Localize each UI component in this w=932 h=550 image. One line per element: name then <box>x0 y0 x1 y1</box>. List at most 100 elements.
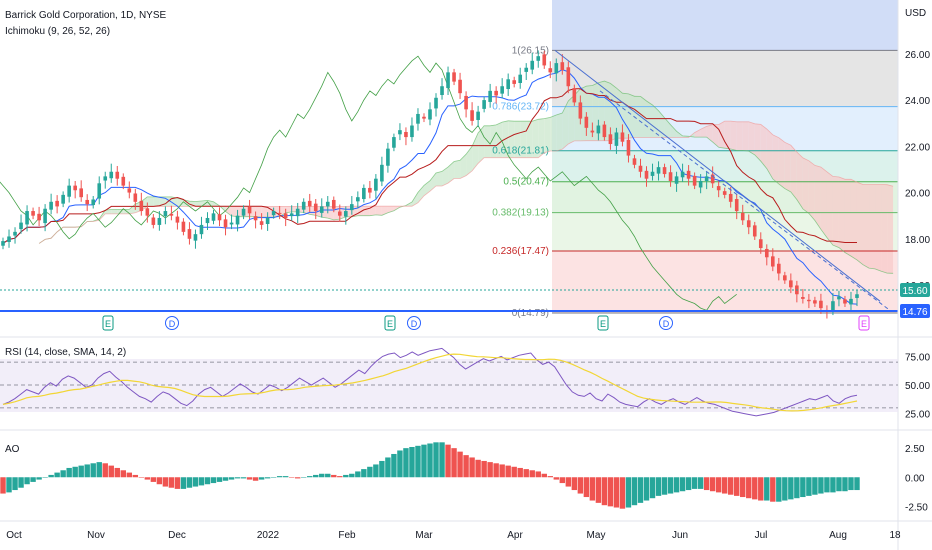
candle-body <box>350 204 354 211</box>
time-tick-label: Feb <box>338 530 356 541</box>
candle-body <box>849 298 853 305</box>
candle-body <box>843 299 847 304</box>
candle-body <box>337 211 342 216</box>
candle-body <box>193 234 198 241</box>
ao-bar <box>307 476 313 478</box>
cloud-segment <box>363 206 370 216</box>
conversion-line <box>2 69 858 305</box>
symbol-title[interactable]: Barrick Gold Corporation, 1D, NYSE <box>5 10 167 21</box>
cloud-segment <box>568 95 575 145</box>
ao-bar <box>445 444 451 478</box>
candlesticks[interactable] <box>1 50 859 319</box>
cloud-segment <box>664 117 671 138</box>
ao-bar <box>349 473 355 478</box>
ao-bar <box>511 466 517 478</box>
event-marker-label: E <box>600 319 606 329</box>
candle-body <box>43 208 47 224</box>
ao-bar <box>439 442 445 478</box>
ao-title[interactable]: AO <box>5 444 20 455</box>
ao-tick-label: 0.00 <box>905 473 925 484</box>
ao-bar <box>625 477 632 508</box>
cloud-segment <box>700 126 707 138</box>
rsi-pane[interactable] <box>2 347 858 417</box>
ao-pane[interactable] <box>0 442 860 509</box>
cloud-segment <box>171 196 178 207</box>
ao-bar <box>252 477 259 481</box>
ao-bar <box>96 462 102 478</box>
cloud-segment <box>694 129 701 138</box>
ao-bar <box>343 474 349 478</box>
cloud-segment <box>123 209 130 214</box>
cloud-segment <box>532 119 539 158</box>
trend-lines[interactable] <box>554 50 891 311</box>
candle-body <box>7 236 11 243</box>
ao-bar <box>715 477 722 493</box>
ao-bar <box>487 462 493 478</box>
cloud-segment <box>538 118 545 158</box>
cloud-segment <box>562 100 569 150</box>
ao-bar <box>812 477 818 495</box>
cloud-segment <box>285 206 292 213</box>
ao-bar <box>782 477 788 501</box>
ao-bar <box>589 477 596 501</box>
candle-body <box>331 199 336 209</box>
candle-body <box>668 172 673 181</box>
ao-bar <box>234 477 241 479</box>
ao-bar <box>246 477 253 480</box>
cloud-segment <box>748 121 755 155</box>
ao-bar <box>740 477 746 498</box>
candle-body <box>434 97 438 109</box>
indicator-ichimoku[interactable]: Ichimoku (9, 26, 52, 26) <box>5 26 110 37</box>
ao-bar <box>361 469 367 478</box>
candle-body <box>722 191 727 195</box>
candle-body <box>596 125 601 134</box>
ao-bar <box>114 467 120 478</box>
ao-bar <box>391 453 397 478</box>
ao-bar <box>300 477 307 478</box>
ao-bar <box>54 472 60 478</box>
candle-body <box>740 212 745 221</box>
cloud-segment <box>634 96 641 138</box>
candle-body <box>253 216 258 221</box>
price-axis[interactable]: 26.0024.0022.0020.0018.0016.0075.0050.00… <box>905 50 930 513</box>
candle-body <box>319 206 324 213</box>
candle-body <box>662 167 667 175</box>
cloud-segment <box>850 179 857 260</box>
price-tick-label: 26.00 <box>905 50 930 61</box>
ao-bar <box>421 444 427 478</box>
cloud-segment <box>724 121 731 149</box>
ao-bar <box>854 477 860 491</box>
time-axis[interactable]: Oct Nov Dec 2022 Feb Mar Apr May Jun Jul Aug 18 <box>6 530 901 541</box>
cloud-segment <box>832 176 839 248</box>
ao-bar <box>427 443 433 478</box>
time-tick-label: Dec <box>168 530 186 541</box>
ao-bar <box>24 477 30 485</box>
ao-bar <box>613 477 620 508</box>
candle-body <box>25 211 29 225</box>
fib-level-label: 1(26.15) <box>512 45 549 56</box>
ao-bar <box>42 477 48 478</box>
candle-body <box>855 294 859 298</box>
candle-body <box>79 188 83 198</box>
candle-body <box>458 79 462 94</box>
candle-body <box>608 134 613 145</box>
candle-body <box>271 211 276 216</box>
cloud-segment <box>790 145 797 200</box>
candle-body <box>61 194 65 204</box>
candle-body <box>157 217 162 225</box>
rsi-title[interactable]: RSI (14, close, SMA, 14, 2) <box>5 347 126 358</box>
ao-bar <box>595 477 602 503</box>
cloud-segment <box>177 198 184 207</box>
candle-body <box>163 211 168 217</box>
cloud-segment <box>436 171 443 186</box>
ao-bar <box>734 477 740 496</box>
ao-bar <box>168 477 175 488</box>
candle-body <box>325 201 330 207</box>
candle-body <box>374 178 378 191</box>
candle-body <box>542 54 547 66</box>
cloud-segment <box>778 137 785 189</box>
ao-bar <box>313 474 319 478</box>
cloud-segment <box>526 121 533 158</box>
